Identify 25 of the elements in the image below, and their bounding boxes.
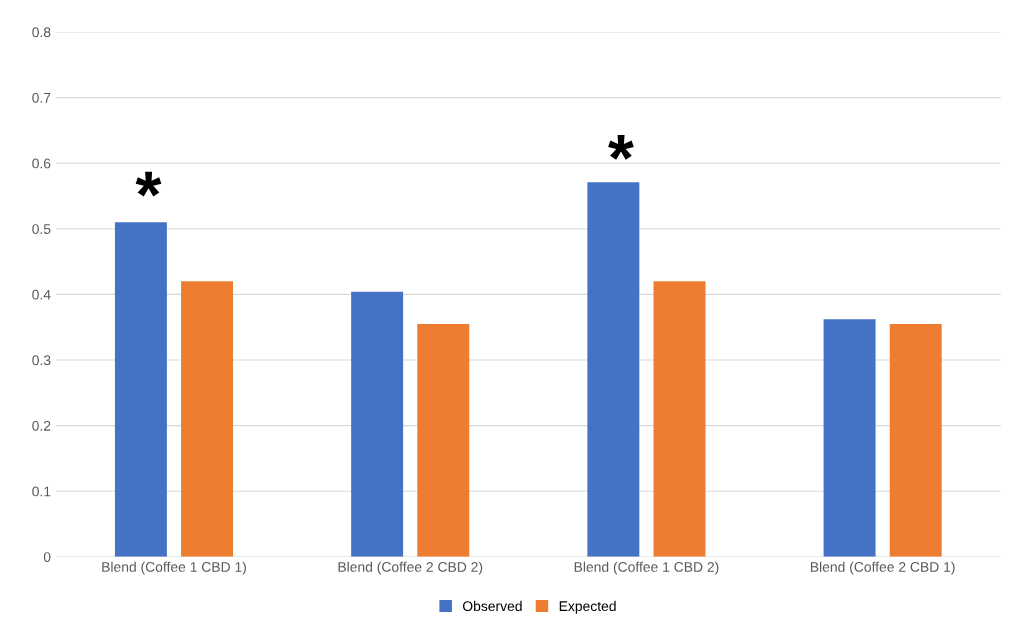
y-tick-label: 0.3 <box>32 355 51 366</box>
bar <box>114 222 167 557</box>
legend-label: Observed <box>462 600 522 612</box>
y-tick-label: 0.4 <box>32 289 51 300</box>
y-tick-label: 0.7 <box>32 92 51 103</box>
annotation: * <box>608 134 634 160</box>
bar <box>351 291 404 557</box>
annotation: * <box>135 171 162 197</box>
bar <box>587 182 640 557</box>
bar <box>889 323 942 557</box>
y-tick-label: 0.1 <box>32 486 51 497</box>
x-tick-label: Blend (Coffee 2 CBD 1) <box>810 561 955 575</box>
bar <box>823 319 876 557</box>
x-tick-label: Blend (Coffee 1 CBD 2) <box>574 561 719 575</box>
y-tick-label: 0 <box>43 552 51 562</box>
x-tick-label: Blend (Coffee 1 CBD 1) <box>102 561 246 575</box>
bar <box>417 323 470 557</box>
legend-label: Expected <box>559 600 616 614</box>
bar <box>653 281 706 557</box>
y-tick-label: 0.8 <box>32 27 51 38</box>
y-tick-label: 0.6 <box>32 158 51 169</box>
y-tick-label: 0.2 <box>32 420 51 431</box>
x-tick-label: Blend (Coffee 2 CBD 2) <box>338 561 483 575</box>
bar <box>181 281 234 557</box>
y-tick-label: 0.5 <box>32 224 51 234</box>
